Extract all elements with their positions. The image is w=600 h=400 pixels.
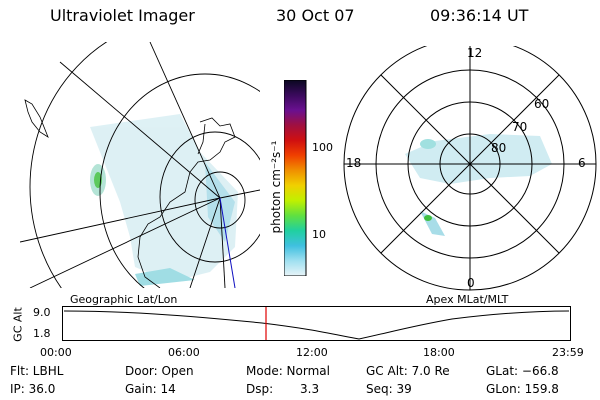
lat-lon-grid [20,42,260,288]
mlat-ring-80: 80 [491,141,507,155]
mlt-label-6: 6 [578,156,586,170]
dsp-value: 3.3 [300,382,320,396]
instrument-title: Ultraviolet Imager [50,6,195,25]
time-tick-0600: 06:00 [168,346,200,359]
altitude-axis-label: GC Alt [11,307,25,342]
polar-plot [343,46,597,291]
polar-grid [343,46,597,291]
door-status: Door: Open [125,364,194,378]
mlt-label-12: 12 [467,46,483,60]
time-tick-1800: 18:00 [423,346,455,359]
altitude-curve [63,310,570,340]
polar-aurora [405,134,552,236]
dsp-label: Dsp: [246,382,274,396]
time-label: 09:36:14 UT [430,6,529,25]
glon-status: GLon: 159.8 [486,382,559,396]
altitude-tick-low: 1.8 [33,327,51,340]
altitude-strip [62,306,571,341]
gc-alt-status: GC Alt: 7.0 Re [366,364,450,378]
seq-status: Seq: 39 [366,382,412,396]
time-tick-0000: 00:00 [40,346,72,359]
meridian-line [219,197,236,288]
coastline [24,99,236,288]
ip-status: IP: 36.0 [10,382,56,396]
colorbar [284,80,307,276]
colorbar-tick-10: 10 [312,228,326,241]
colorbar-tick-100: 100 [312,141,333,154]
time-tick-2359: 23:59 [552,346,584,359]
mlt-label-18: 18 [346,156,362,170]
altitude-tick-high: 9.0 [33,306,51,319]
mlat-ring-60: 60 [534,97,550,111]
geographic-map [20,42,260,288]
mode-status: Mode: Normal [246,364,330,378]
time-tick-1200: 12:00 [296,346,328,359]
glat-status: GLat: −66.8 [486,364,559,378]
mlat-ring-70: 70 [512,120,528,134]
gain-status: Gain: 14 [125,382,176,396]
filter-status: Flt: LBHL [10,364,64,378]
mlt-label-0: 0 [467,276,475,290]
colorbar-unit-label: photon cm⁻²s⁻¹ [269,140,283,234]
polar-plot-title: Apex MLat/MLT [426,293,509,306]
date-label: 30 Oct 07 [276,6,355,25]
geographic-map-title: Geographic Lat/Lon [70,293,178,306]
